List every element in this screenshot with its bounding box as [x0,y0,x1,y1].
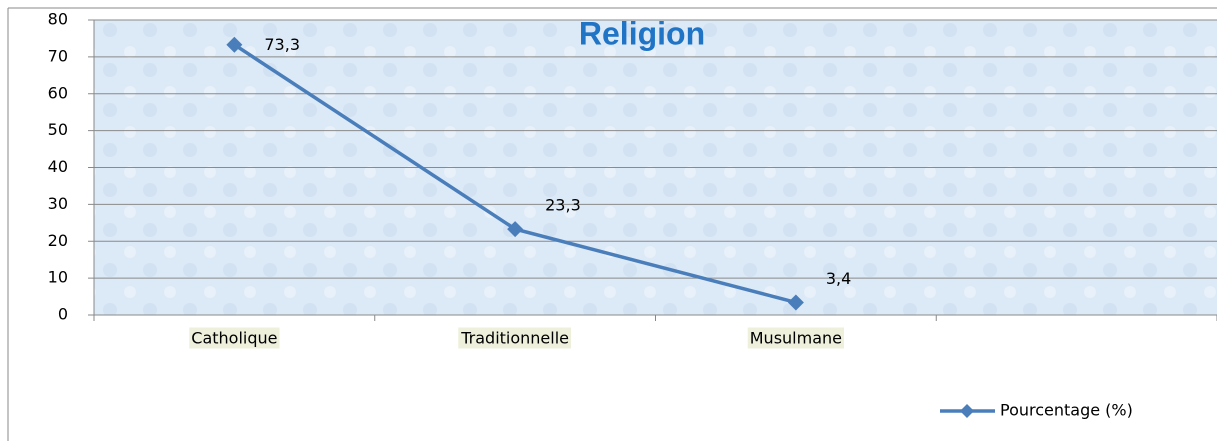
y-tick-label: 20 [48,231,68,250]
chart-title: Religion [579,15,705,51]
x-label-bg [189,327,280,349]
y-tick-label: 40 [48,157,68,176]
marker [507,221,524,238]
marker [226,36,243,53]
x-tick-label: Catholique [191,329,277,348]
y-tick-label: 80 [48,10,68,29]
x-label-bg [747,327,844,349]
y-tick-label: 60 [48,83,68,102]
marker [787,294,804,311]
x-tick-label: Musulmane [750,329,842,348]
x-tick-label: Traditionnelle [460,329,569,348]
legend-marker [960,404,974,418]
y-tick-label: 10 [48,268,68,287]
legend-label: Pourcentage (%) [1000,401,1133,420]
data-label: 23,3 [545,196,581,215]
x-label-bg [458,327,572,349]
data-label: 73,3 [264,35,300,54]
y-tick-label: 50 [48,120,68,139]
y-tick-label: 70 [48,46,68,65]
y-tick-label: 0 [58,305,68,324]
data-label: 3,4 [826,269,851,288]
y-tick-label: 30 [48,194,68,213]
